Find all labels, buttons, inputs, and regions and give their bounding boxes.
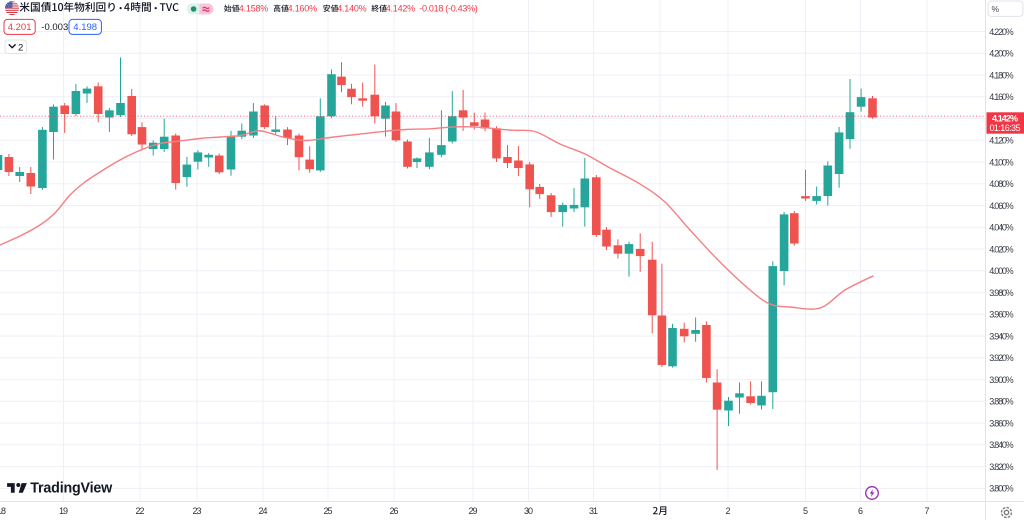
svg-text:3.980%: 3.980% — [989, 288, 1014, 298]
svg-text:26: 26 — [390, 506, 399, 516]
svg-text:3.900%: 3.900% — [989, 375, 1014, 385]
svg-text:7: 7 — [924, 506, 929, 516]
svg-text:4.180%: 4.180% — [989, 70, 1014, 80]
svg-text:3.960%: 3.960% — [989, 310, 1014, 320]
svg-text:4.120%: 4.120% — [989, 136, 1014, 146]
svg-text:%: % — [992, 4, 1000, 14]
svg-text:6: 6 — [858, 506, 863, 516]
svg-text:4.140%: 4.140% — [337, 4, 367, 14]
svg-text:31: 31 — [589, 506, 598, 516]
svg-text:25: 25 — [324, 506, 333, 516]
svg-text:3.940%: 3.940% — [989, 331, 1014, 341]
svg-text:4.020%: 4.020% — [989, 244, 1014, 254]
svg-text:4.160%: 4.160% — [288, 4, 318, 14]
svg-text:30: 30 — [524, 506, 533, 516]
svg-text:4.220%: 4.220% — [989, 27, 1014, 37]
svg-text:3.860%: 3.860% — [989, 418, 1014, 428]
svg-text:3.800%: 3.800% — [989, 484, 1014, 494]
svg-text:TradingView: TradingView — [30, 480, 113, 496]
svg-text:4.142%: 4.142% — [992, 113, 1018, 123]
svg-text:-0.018 (-0.43%): -0.018 (-0.43%) — [419, 4, 478, 14]
svg-text:4.040%: 4.040% — [989, 223, 1014, 233]
svg-text:4.142%: 4.142% — [386, 4, 416, 14]
svg-text:19: 19 — [59, 506, 68, 516]
svg-text:18: 18 — [0, 506, 6, 516]
svg-text:4.080%: 4.080% — [989, 179, 1014, 189]
svg-text:4.160%: 4.160% — [989, 92, 1014, 102]
svg-text:2: 2 — [725, 506, 730, 516]
svg-text:3.820%: 3.820% — [989, 462, 1014, 472]
svg-text:3.920%: 3.920% — [989, 353, 1014, 363]
svg-text:-0.003: -0.003 — [41, 22, 68, 33]
svg-text:4.200%: 4.200% — [989, 49, 1014, 59]
svg-text:3.880%: 3.880% — [989, 397, 1014, 407]
svg-text:29: 29 — [469, 506, 478, 516]
svg-text:01:16:35: 01:16:35 — [990, 123, 1021, 133]
svg-text:4.201: 4.201 — [8, 22, 32, 33]
svg-text:3.840%: 3.840% — [989, 440, 1014, 450]
svg-text:4.000%: 4.000% — [989, 266, 1014, 276]
svg-text:22: 22 — [136, 506, 145, 516]
svg-text:24: 24 — [259, 506, 268, 516]
svg-text:2: 2 — [18, 43, 23, 54]
svg-text:23: 23 — [193, 506, 202, 516]
svg-text:4.158%: 4.158% — [239, 4, 268, 14]
svg-text:4.100%: 4.100% — [989, 157, 1014, 167]
svg-text:4.060%: 4.060% — [989, 201, 1014, 211]
svg-text:5: 5 — [803, 506, 808, 516]
svg-text:4.198: 4.198 — [73, 22, 97, 33]
